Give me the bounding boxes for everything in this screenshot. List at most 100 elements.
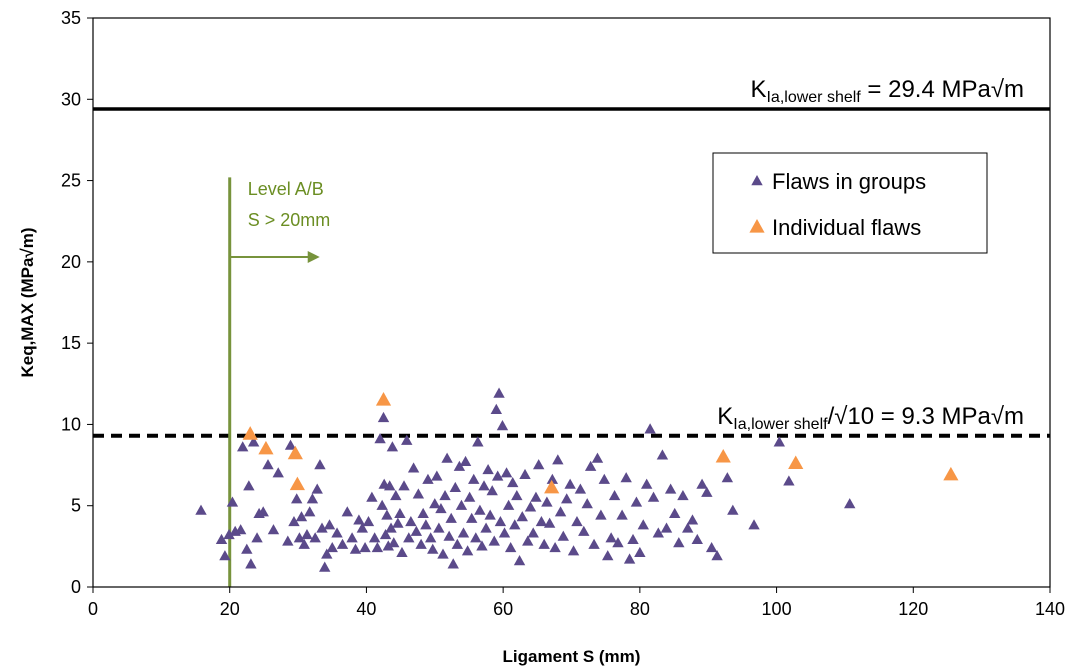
flaw-in-group-point (241, 543, 253, 554)
flaw-in-group-point (412, 488, 425, 499)
flaw-in-group-point (480, 522, 492, 533)
flaw-in-group-point (455, 499, 468, 510)
flaw-in-group-point (567, 545, 580, 556)
flaw-in-group-point (581, 498, 593, 509)
flaw-in-group-point (656, 449, 669, 460)
flaw-in-group-point (527, 527, 539, 538)
flaw-in-group-point (398, 480, 410, 491)
flaw-in-group-point (637, 519, 649, 530)
flaw-in-group-point (461, 545, 474, 556)
flaw-in-group-point (449, 481, 461, 493)
flaw-in-group-point (554, 506, 567, 517)
flaw-in-group-point (524, 501, 537, 512)
y-axis-ticks: 0 5 10 15 20 25 30 35 (61, 8, 93, 597)
flaw-in-group-point (427, 543, 439, 554)
flaw-in-group-point (532, 459, 545, 470)
flaw-in-group-point (433, 522, 445, 533)
flaw-in-group-point (356, 522, 369, 533)
flaw-in-group-point (504, 541, 517, 553)
flaw-in-group-point (353, 514, 365, 525)
flaw-in-group-point (574, 483, 587, 494)
flaw-in-group-point (422, 473, 434, 484)
flaw-in-group-point (634, 546, 646, 558)
flaw-in-group-point (696, 478, 708, 489)
flaw-in-group-point (282, 535, 294, 546)
flaw-in-group-point (443, 530, 455, 541)
flaw-in-group-point (447, 558, 459, 569)
flaw-in-group-point (385, 522, 397, 533)
individual-flaw-point (715, 448, 731, 463)
flaw-in-group-point (247, 436, 260, 447)
flaw-in-group-point (376, 499, 388, 510)
flaw-in-group-point (507, 476, 519, 488)
flaw-in-group-point (453, 460, 466, 471)
flaw-in-group-point (605, 532, 617, 543)
flaw-in-group-point (549, 541, 561, 553)
y-tick-label: 10 (61, 414, 81, 434)
flaw-in-group-point (496, 420, 509, 431)
flaw-in-group-point (484, 509, 496, 520)
flaw-in-group-point (608, 489, 621, 501)
y-tick-label: 35 (61, 8, 81, 28)
flaw-in-group-point (234, 524, 247, 535)
legend-label-individual-flaws: Individual flaws (772, 215, 921, 240)
flaw-in-group-point (195, 504, 207, 515)
flaw-in-group-point (546, 473, 559, 484)
flaw-in-group-point (445, 512, 457, 523)
flaw-in-group-point (595, 509, 607, 520)
flaw-in-group-point (405, 515, 417, 527)
flaw-in-group-point (478, 480, 490, 491)
y-tick-label: 25 (61, 171, 81, 191)
flaw-in-group-point (323, 519, 336, 530)
flaw-in-group-point (346, 532, 358, 543)
flaw-in-group-point (215, 533, 228, 545)
flaw-in-group-point (441, 452, 453, 463)
individual-flaw-point (289, 476, 305, 491)
flaw-in-group-point (314, 459, 326, 470)
y-axis-title: Keq,MAX (MPa√m) (18, 227, 37, 377)
flaw-in-group-point (291, 493, 303, 504)
flaw-in-group-point (284, 439, 297, 450)
flaw-in-group-point (571, 515, 583, 527)
x-tick-label: 40 (356, 599, 376, 619)
flaw-in-group-point (262, 459, 274, 470)
flaw-in-group-point (459, 455, 472, 467)
x-tick-label: 20 (220, 599, 240, 619)
flaw-in-group-point (371, 541, 384, 553)
flaw-in-group-point (463, 491, 476, 502)
flaw-in-group-point (401, 434, 413, 445)
flaw-in-group-point (316, 522, 328, 533)
flaw-in-group-point (691, 533, 703, 545)
flaw-in-group-point (388, 537, 400, 548)
flaw-in-group-point (374, 433, 386, 444)
flaw-in-group-point (498, 527, 511, 538)
x-tick-label: 140 (1035, 599, 1065, 619)
flaw-in-group-point (311, 483, 323, 494)
flaw-in-group-point (295, 511, 308, 522)
flaw-in-group-point (415, 538, 427, 549)
individual-flaw-point (788, 455, 804, 470)
level-arrow-head (307, 250, 320, 263)
y-tick-label: 0 (71, 577, 81, 597)
flaw-in-group-point (686, 514, 699, 525)
flaw-in-group-point (644, 423, 656, 434)
flaw-in-group-point (488, 535, 500, 546)
flaw-in-group-point (331, 527, 343, 538)
flaw-in-group-point (773, 436, 786, 447)
flaw-in-group-point (486, 485, 498, 496)
flaw-in-group-point (349, 543, 362, 554)
flaw-in-group-point (660, 522, 673, 533)
flaw-in-group-point (272, 467, 284, 478)
x-tick-label: 120 (898, 599, 928, 619)
flaw-in-group-point (392, 517, 404, 528)
flaw-in-group-point (711, 550, 723, 561)
flaw-in-group-point (303, 506, 316, 517)
flaw-in-group-point (431, 470, 443, 481)
flaw-in-group-point (491, 470, 504, 481)
flaw-in-group-point (511, 489, 523, 501)
flaw-in-group-point (561, 493, 573, 504)
flaw-in-group-point (701, 486, 713, 497)
flaw-in-group-point (383, 480, 396, 491)
flaw-in-group-point (245, 558, 257, 569)
x-tick-label: 60 (493, 599, 513, 619)
